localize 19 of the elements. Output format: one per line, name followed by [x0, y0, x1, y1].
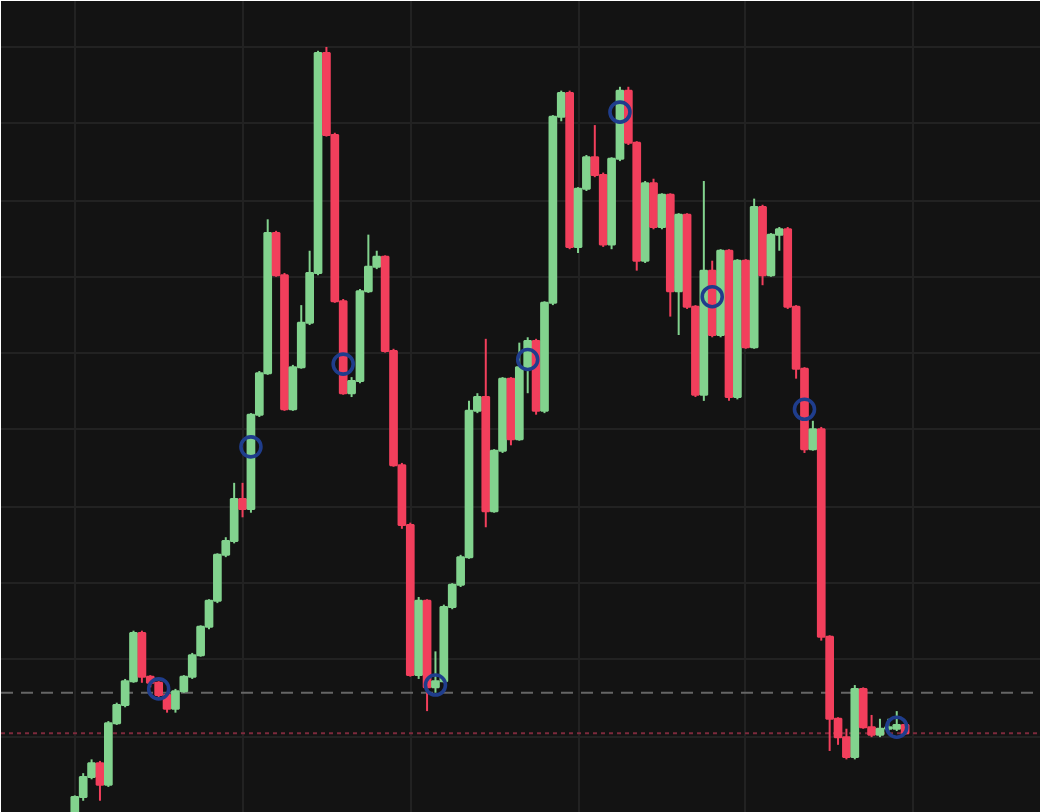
candlestick [95, 759, 105, 802]
point [515, 347, 540, 372]
candlestick [875, 717, 885, 739]
candlestick [808, 419, 818, 452]
point [700, 284, 725, 309]
candlestick [858, 686, 868, 730]
candlestick [649, 177, 658, 231]
candlestick [137, 629, 147, 684]
candlestick [657, 192, 667, 231]
candlestick [892, 710, 902, 733]
point [884, 715, 909, 739]
point [792, 397, 817, 422]
point [146, 677, 171, 701]
candlestick [766, 232, 776, 278]
point [608, 100, 632, 124]
candlestick [238, 481, 247, 519]
point [331, 352, 355, 376]
point [423, 673, 448, 697]
point [239, 435, 263, 459]
